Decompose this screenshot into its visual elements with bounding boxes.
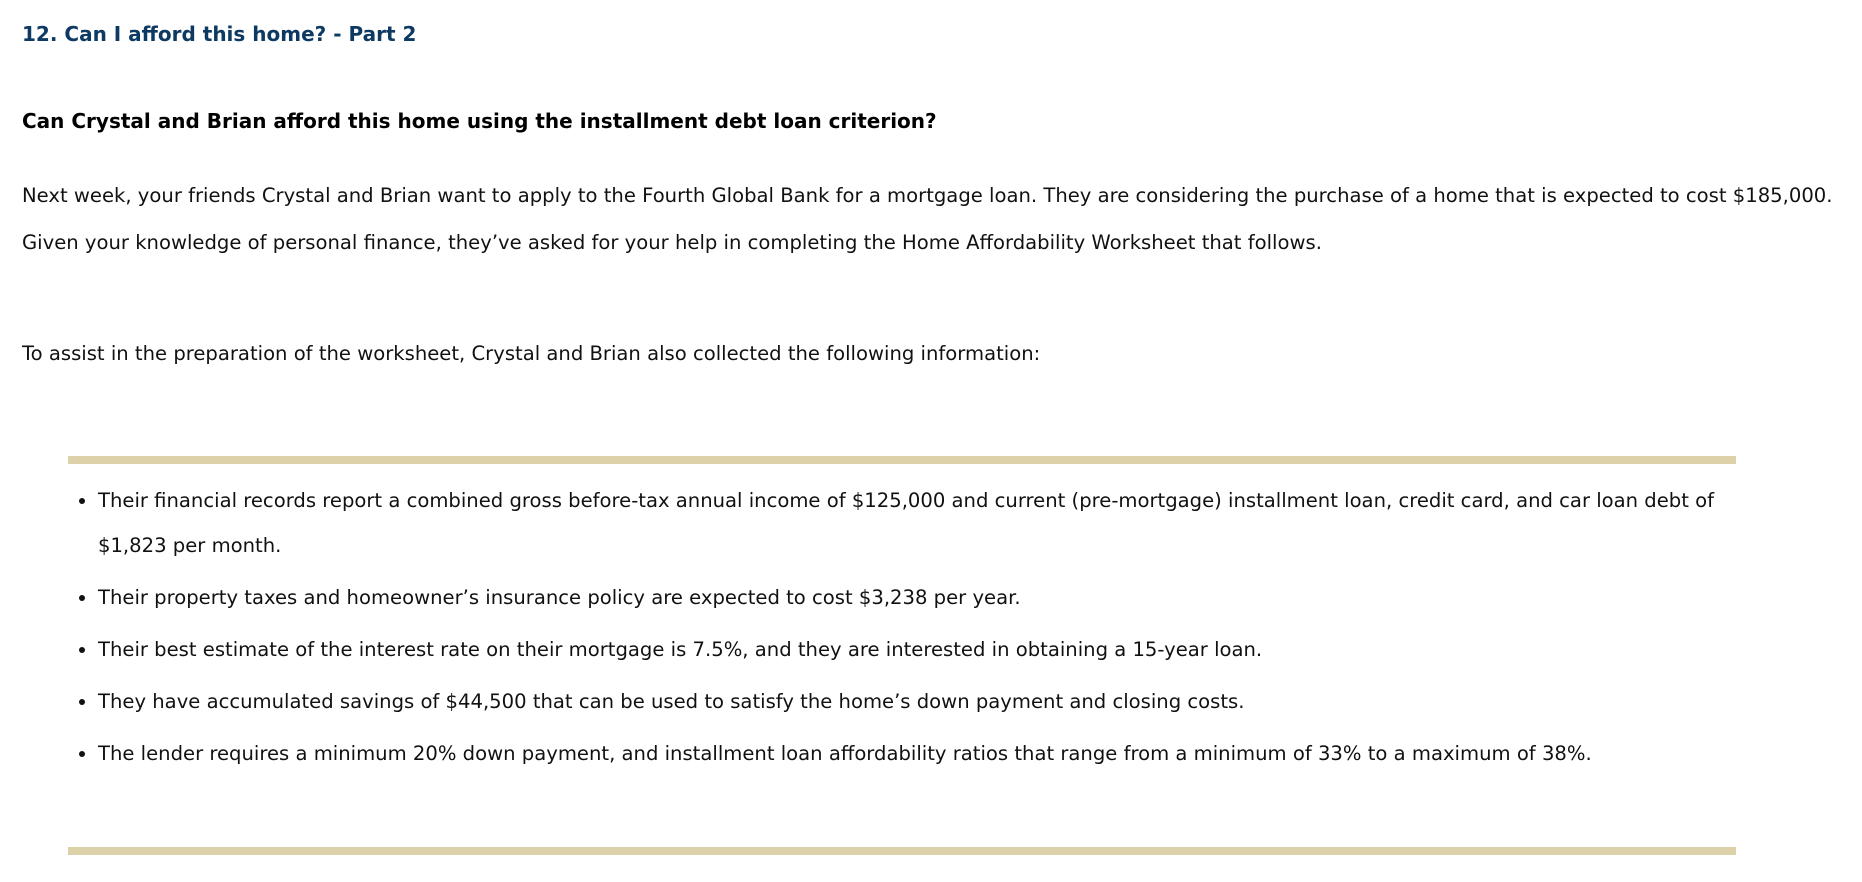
question-title: 12. Can I afford this home? - Part 2: [22, 22, 417, 46]
info-list: Their financial records report a combine…: [68, 478, 1748, 783]
assist-paragraph: To assist in the preparation of the work…: [22, 342, 1041, 365]
info-item: Their best estimate of the interest rate…: [98, 627, 1748, 672]
bottom-rule: [68, 847, 1736, 855]
intro-paragraph: Next week, your friends Crystal and Bria…: [22, 184, 1833, 254]
info-item: The lender requires a minimum 20% down p…: [98, 731, 1748, 776]
info-item: Their property taxes and homeowner’s ins…: [98, 575, 1748, 620]
top-rule: [68, 456, 1736, 464]
info-item: Their financial records report a combine…: [98, 478, 1748, 568]
info-item: They have accumulated savings of $44,500…: [98, 679, 1748, 724]
question-heading: Can Crystal and Brian afford this home u…: [22, 109, 937, 133]
